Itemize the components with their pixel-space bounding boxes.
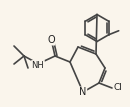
Text: Cl: Cl <box>114 83 122 92</box>
Text: O: O <box>47 35 55 45</box>
Text: NH: NH <box>32 60 44 70</box>
Text: N: N <box>79 87 87 97</box>
